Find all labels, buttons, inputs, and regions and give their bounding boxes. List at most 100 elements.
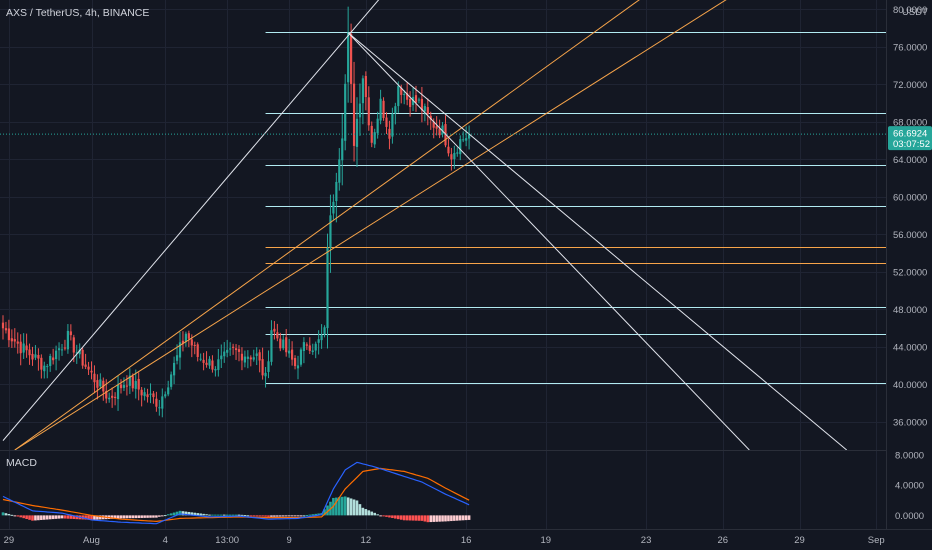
candle-body: [267, 361, 270, 372]
candle-body: [355, 118, 359, 147]
macd-histogram-bar: [358, 504, 362, 516]
macd-histogram-bar: [293, 515, 297, 517]
macd-histogram-bar: [202, 513, 205, 516]
candle-body: [155, 398, 158, 407]
macd-histogram-bar: [57, 515, 61, 519]
candle-body: [78, 349, 81, 355]
macd-histogram-bar: [305, 514, 309, 516]
macd-histogram-bar: [134, 515, 138, 519]
macd-histogram-bar: [10, 514, 14, 516]
candle-body: [335, 181, 338, 202]
macd-histogram-bar: [338, 497, 341, 516]
candle-body: [175, 355, 179, 361]
candle-body: [10, 338, 13, 342]
candle-body: [344, 83, 347, 141]
candle-body: [149, 393, 152, 395]
macd-histogram-bar: [125, 515, 129, 519]
macd-histogram-bar: [367, 510, 371, 516]
candle-body: [302, 342, 305, 351]
candle-body: [252, 357, 255, 360]
macd-histogram-bar: [208, 514, 211, 516]
macd-histogram-bar: [37, 515, 40, 521]
time-tick-label: Aug: [83, 535, 100, 546]
macd-histogram-bar: [66, 515, 70, 519]
macd-histogram-bar: [149, 515, 152, 518]
time-tick-label: 4: [163, 535, 168, 546]
candle-body: [13, 339, 16, 342]
candle-body: [60, 349, 64, 351]
candle-body: [223, 351, 226, 357]
macd-histogram-bar: [314, 513, 317, 516]
time-tick-label: 29: [4, 535, 15, 546]
macd-histogram-bar: [161, 515, 164, 517]
candle-body: [72, 337, 75, 353]
macd-histogram-bar: [394, 515, 397, 519]
macd-histogram-bar: [110, 515, 114, 519]
macd-histogram-bar: [326, 505, 329, 516]
candle-body: [338, 159, 341, 183]
candle-body: [114, 396, 117, 398]
candle-body: [105, 391, 108, 399]
price-axis[interactable]: 80.0000 76.0000 72.0000 68.0000 64.0000 60.00…: [893, 5, 927, 522]
candle-body: [453, 152, 456, 160]
candle-body: [397, 85, 400, 107]
macd-histogram-bar: [273, 515, 276, 517]
candle-body: [288, 350, 291, 354]
trend-line[interactable]: [347, 32, 750, 450]
candle-body: [193, 345, 196, 347]
macd-histogram-bar: [453, 515, 456, 521]
macd-histogram-bar: [137, 515, 140, 519]
candle-body: [379, 98, 382, 121]
price-tick-label: 44.0000: [893, 342, 927, 353]
price-axis-background[interactable]: [887, 0, 932, 530]
macd-histogram-bar: [261, 515, 264, 517]
macd-histogram-bar: [385, 515, 388, 517]
time-axis[interactable]: 29 Aug 4 13:00 9 12 16 19 23 26 29 Sep: [4, 535, 885, 546]
macd-histogram-bar: [346, 497, 350, 516]
candle-body: [394, 106, 397, 114]
trend-line[interactable]: [14, 0, 741, 450]
time-tick-label: 19: [541, 535, 552, 546]
horizontal-levels[interactable]: [265, 32, 886, 384]
macd-histogram-bar: [388, 515, 391, 518]
macd-histogram-bar: [69, 515, 73, 519]
candle-body: [16, 341, 19, 344]
time-tick-label: 26: [718, 535, 729, 546]
trend-line[interactable]: [347, 32, 848, 450]
candle-body: [308, 345, 311, 351]
candle-body: [205, 362, 208, 365]
price-tick-label: 40.0000: [893, 380, 927, 391]
macd-histogram-bar: [231, 514, 235, 516]
candle-body: [93, 373, 96, 383]
candles: [1, 6, 471, 418]
candle-body: [220, 355, 223, 360]
grid: [0, 0, 886, 529]
candle-body: [376, 118, 379, 134]
candle-body: [367, 97, 370, 126]
trend-lines[interactable]: [2, 0, 848, 450]
macd-histogram-bar: [175, 511, 179, 516]
candle-body: [255, 353, 258, 356]
candle-body: [385, 117, 388, 127]
macd-histogram-bar: [397, 515, 400, 520]
candle-body: [96, 380, 99, 388]
candle-body: [214, 369, 217, 371]
candle-body: [232, 346, 235, 348]
macd-histogram-bar: [152, 515, 155, 518]
candle-body: [69, 331, 72, 336]
macd-histogram-bar: [361, 507, 365, 516]
trend-line[interactable]: [14, 0, 652, 450]
candle-body: [279, 338, 282, 349]
candle-body: [435, 126, 438, 129]
macd-histogram-bar: [429, 515, 433, 523]
macd-histogram-bar: [237, 514, 241, 516]
macd-histogram-bar: [225, 514, 229, 516]
macd-histogram-bar: [276, 515, 279, 517]
macd-histogram-bar: [308, 514, 312, 516]
candle-body: [63, 347, 67, 349]
candle-body: [237, 349, 241, 352]
trend-line[interactable]: [2, 0, 387, 441]
macd-histogram-bar: [243, 515, 247, 517]
